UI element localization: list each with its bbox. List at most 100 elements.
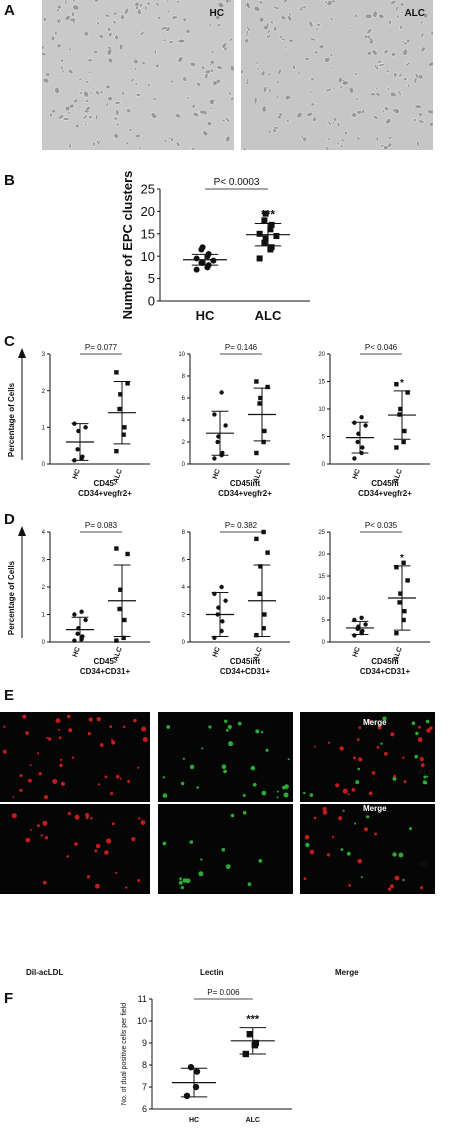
cell bbox=[85, 106, 91, 111]
red-cell bbox=[60, 781, 66, 786]
red-cell bbox=[363, 827, 368, 832]
cell bbox=[73, 99, 79, 104]
significance-marker: *** bbox=[246, 1014, 260, 1026]
cell bbox=[114, 101, 121, 105]
data-point bbox=[114, 638, 119, 643]
cell bbox=[287, 15, 292, 22]
red-cell bbox=[19, 774, 23, 777]
y-tick-label: 3 bbox=[42, 352, 46, 358]
cell bbox=[325, 87, 332, 93]
cell bbox=[79, 91, 83, 95]
green-cell bbox=[354, 822, 357, 825]
cell bbox=[68, 143, 72, 149]
y-tick-label: 0 bbox=[182, 640, 186, 646]
x-axis-label: CD34+vegfr2+ bbox=[218, 489, 272, 498]
y-tick-label: 0 bbox=[148, 294, 155, 309]
green-cell bbox=[276, 796, 279, 799]
green-cell bbox=[422, 780, 427, 785]
cell bbox=[348, 86, 355, 94]
cell bbox=[341, 80, 349, 86]
red-cell bbox=[141, 726, 147, 732]
cell bbox=[199, 109, 206, 115]
data-point bbox=[83, 617, 88, 623]
green-cell bbox=[198, 871, 204, 877]
red-cell bbox=[66, 714, 71, 719]
red-cell bbox=[47, 737, 52, 741]
red-cell bbox=[119, 777, 122, 780]
x-category-label: HC bbox=[212, 646, 222, 658]
cell bbox=[95, 114, 98, 121]
cell bbox=[228, 91, 232, 96]
cell bbox=[185, 29, 191, 34]
cell bbox=[107, 27, 112, 32]
data-point bbox=[394, 382, 399, 387]
cell bbox=[42, 44, 45, 50]
cell bbox=[88, 70, 92, 74]
cell bbox=[304, 57, 310, 61]
red-cell bbox=[419, 757, 424, 762]
cell bbox=[284, 45, 288, 49]
cell bbox=[92, 87, 96, 91]
green-cell bbox=[252, 782, 257, 787]
cell bbox=[182, 76, 187, 82]
cell bbox=[276, 115, 282, 120]
x-category-label: HC bbox=[352, 468, 362, 480]
y-tick-label: 2 bbox=[42, 389, 46, 395]
image-label-hc: HC bbox=[209, 8, 224, 19]
red-cell bbox=[59, 758, 63, 762]
red-cell bbox=[2, 749, 7, 754]
data-point bbox=[75, 447, 80, 452]
cell bbox=[402, 48, 408, 56]
cell bbox=[45, 72, 50, 77]
red-cell bbox=[74, 814, 80, 820]
data-point bbox=[262, 235, 269, 242]
cell bbox=[351, 112, 358, 118]
red-cell bbox=[358, 757, 363, 762]
red-cell bbox=[11, 813, 17, 819]
red-cell bbox=[111, 738, 113, 741]
y-tick-label: 15 bbox=[318, 380, 325, 386]
red-cell bbox=[394, 875, 400, 881]
cell bbox=[404, 119, 408, 123]
red-cell bbox=[393, 774, 396, 778]
green-cell bbox=[162, 841, 167, 846]
data-point bbox=[394, 631, 399, 636]
cell bbox=[42, 17, 47, 22]
green-cell bbox=[221, 764, 227, 769]
x-axis-label: CD45hi bbox=[371, 657, 399, 666]
cell bbox=[230, 64, 234, 72]
green-cell bbox=[309, 793, 314, 797]
cell bbox=[56, 43, 62, 49]
cell bbox=[150, 112, 158, 119]
data-point bbox=[262, 428, 267, 434]
cell bbox=[348, 26, 352, 30]
red-cell bbox=[313, 745, 316, 748]
red-cell bbox=[85, 816, 89, 820]
cell bbox=[390, 0, 397, 5]
data-point bbox=[199, 259, 206, 266]
data-point bbox=[268, 244, 275, 251]
data-point bbox=[360, 628, 365, 634]
cell bbox=[371, 49, 378, 56]
green-cell bbox=[355, 780, 360, 785]
y-tick-label: 20 bbox=[318, 552, 325, 558]
cell bbox=[364, 13, 373, 19]
cell bbox=[144, 5, 148, 11]
cell bbox=[366, 34, 371, 40]
cell bbox=[92, 141, 96, 147]
cell bbox=[108, 32, 113, 37]
y-tick-label: 15 bbox=[141, 226, 155, 241]
cell bbox=[186, 96, 190, 100]
cell bbox=[277, 68, 282, 76]
data-point bbox=[125, 381, 130, 386]
data-point bbox=[265, 384, 270, 390]
y-tick-label: 10 bbox=[318, 407, 325, 413]
cell bbox=[379, 144, 385, 148]
cell bbox=[232, 0, 234, 4]
cell bbox=[115, 109, 120, 116]
cell bbox=[67, 111, 71, 115]
red-cell bbox=[12, 796, 15, 798]
cell bbox=[329, 17, 334, 21]
p-value-label: P= 0.006 bbox=[207, 988, 240, 997]
data-point bbox=[193, 255, 200, 262]
